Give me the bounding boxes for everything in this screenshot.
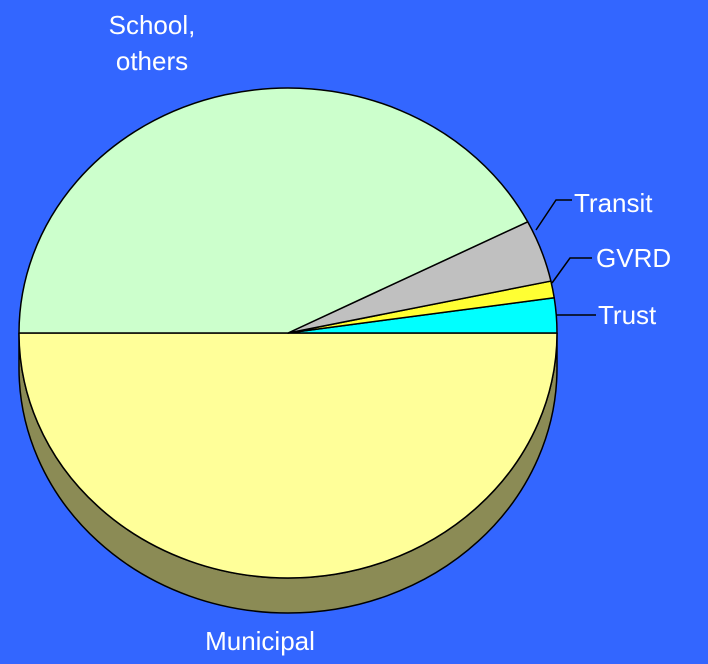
leader-line-gvrd (551, 257, 592, 284)
slice-label-municipal: Municipal (205, 626, 315, 656)
slice-label-trust: Trust (598, 300, 657, 330)
slice-label-transit: Transit (574, 188, 653, 218)
pie-slices (18, 87, 558, 579)
pie-labels: Municipal School, others Transit GVRD Trust (109, 10, 671, 656)
slice-label-school-others: School, others (109, 10, 196, 76)
pie-slice-school-others (18, 87, 529, 334)
leader-line-transit (535, 199, 572, 231)
pie-slice-municipal (18, 332, 558, 579)
slice-label-gvrd: GVRD (596, 243, 671, 273)
